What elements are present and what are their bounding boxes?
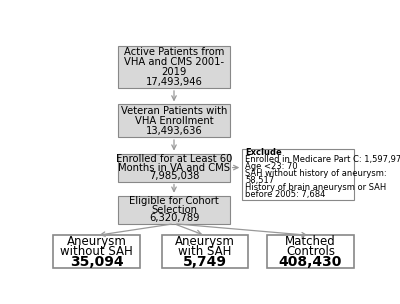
Text: 7,985,038: 7,985,038 xyxy=(149,171,199,181)
FancyBboxPatch shape xyxy=(118,104,230,137)
Text: 6,320,789: 6,320,789 xyxy=(149,213,199,223)
Text: 58,517: 58,517 xyxy=(245,176,274,185)
Text: without SAH: without SAH xyxy=(60,245,133,258)
FancyBboxPatch shape xyxy=(267,236,354,268)
FancyBboxPatch shape xyxy=(53,236,140,268)
Text: Controls: Controls xyxy=(286,245,335,258)
FancyBboxPatch shape xyxy=(118,154,230,181)
Text: 2019: 2019 xyxy=(161,67,187,77)
Text: Enrolled for at Least 60: Enrolled for at Least 60 xyxy=(116,154,232,164)
Text: Exclude: Exclude xyxy=(245,148,282,157)
Text: Age <23: 70: Age <23: 70 xyxy=(245,162,298,171)
Text: Eligible for Cohort: Eligible for Cohort xyxy=(129,196,219,206)
Text: SAH without history of aneurysm:: SAH without history of aneurysm: xyxy=(245,169,387,178)
Text: Aneurysm: Aneurysm xyxy=(66,235,126,248)
Text: before 2005: 7,684: before 2005: 7,684 xyxy=(245,190,326,199)
FancyBboxPatch shape xyxy=(242,149,354,200)
FancyBboxPatch shape xyxy=(118,196,230,224)
Text: Aneurysm: Aneurysm xyxy=(175,235,235,248)
Text: Veteran Patients with: Veteran Patients with xyxy=(121,106,227,116)
Text: 35,094: 35,094 xyxy=(70,255,123,269)
Text: VHA Enrollment: VHA Enrollment xyxy=(135,116,213,126)
Text: Active Patients from: Active Patients from xyxy=(124,47,224,57)
Text: VHA and CMS 2001-: VHA and CMS 2001- xyxy=(124,57,224,67)
Text: 5,749: 5,749 xyxy=(183,255,227,269)
Text: History of brain aneurysm or SAH: History of brain aneurysm or SAH xyxy=(245,183,386,192)
Text: with SAH: with SAH xyxy=(178,245,232,258)
Text: Months in VA and CMS: Months in VA and CMS xyxy=(118,163,230,173)
Text: Matched: Matched xyxy=(285,235,336,248)
Text: 408,430: 408,430 xyxy=(279,255,342,269)
Text: 13,493,636: 13,493,636 xyxy=(146,126,202,136)
Text: Enrolled in Medicare Part C: 1,597,978: Enrolled in Medicare Part C: 1,597,978 xyxy=(245,155,400,164)
Text: Selection: Selection xyxy=(151,205,197,215)
Text: 17,493,946: 17,493,946 xyxy=(146,77,202,87)
FancyBboxPatch shape xyxy=(118,46,230,88)
FancyBboxPatch shape xyxy=(162,236,248,268)
